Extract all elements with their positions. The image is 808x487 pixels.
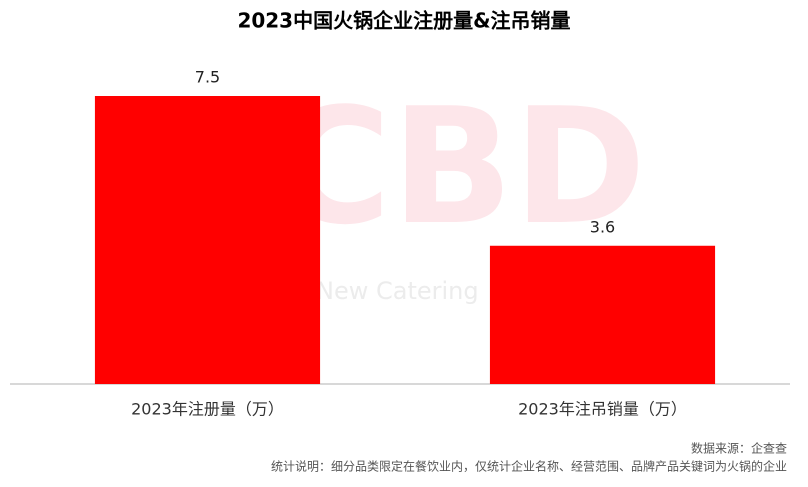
x-tick-label: 2023年注册量（万） (131, 400, 284, 419)
watermark: CBD (274, 73, 646, 260)
note: 统计说明：细分品类限定在餐饮业内，仅统计企业名称、经营范围、品牌产品关键词为火锅… (271, 459, 787, 474)
watermark: New Catering (316, 277, 479, 305)
chart-title: 2023中国火锅企业注册量&注吊销量 (237, 9, 570, 33)
value-label: 7.5 (195, 68, 220, 87)
value-label: 3.6 (590, 217, 615, 236)
source: 数据来源：企查查 (691, 441, 787, 456)
bar (94, 96, 321, 384)
x-tick-label: 2023年注吊销量（万） (518, 400, 687, 419)
bar (489, 245, 716, 384)
